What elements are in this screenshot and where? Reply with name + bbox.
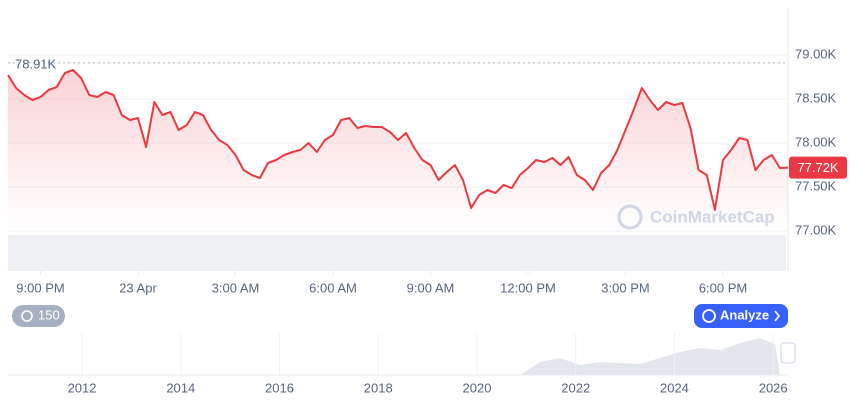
x-tick-label: 12:00 PM [500, 280, 556, 295]
x-tick-label: 23 Apr [119, 280, 157, 295]
reference-label: 78.91K [15, 56, 57, 71]
x-tick-label: 3:00 PM [601, 280, 649, 295]
x-tick-label: 3:00 AM [212, 280, 260, 295]
analyze-label[interactable]: Analyze [720, 307, 769, 322]
y-tick-label: 78.50K [795, 90, 837, 105]
x-tick-label: 9:00 AM [407, 280, 455, 295]
history-icon [21, 310, 33, 322]
watermark: CoinMarketCap [617, 204, 775, 230]
navigator-label: 2026 [759, 380, 788, 395]
x-tick-label: 6:00 PM [699, 280, 747, 295]
watermark-text: CoinMarketCap [650, 207, 775, 226]
navigator-handle[interactable] [780, 342, 796, 364]
analyze-button[interactable] [694, 304, 788, 328]
analyze-icon [702, 309, 716, 323]
navigator-label: 2022 [561, 380, 590, 395]
navigator-label: 2014 [166, 380, 195, 395]
navigator-label: 2016 [265, 380, 294, 395]
y-tick-label: 77.50K [795, 178, 837, 193]
chevron [774, 310, 781, 322]
price-badge-label: 77.72K [797, 160, 839, 175]
navigator-label: 2020 [463, 380, 492, 395]
navigator-label: 2018 [364, 380, 393, 395]
price-badge [789, 156, 847, 179]
history-count[interactable]: 150 [38, 307, 60, 322]
y-tick-label: 79.00K [795, 46, 837, 61]
navigator-area [520, 338, 780, 375]
x-tick-label: 6:00 AM [309, 280, 357, 295]
y-tick-label: 77.00K [795, 222, 837, 237]
plot: 77.00K 77.50K 78.00K 78.50K 79.00K 9:00 PM 23 … [7, 46, 847, 295]
x-tick-label: 9:00 PM [16, 280, 64, 295]
price-line [7, 69, 789, 211]
y-tick-label: 78.00K [795, 134, 837, 149]
navigator-label: 2024 [660, 380, 689, 395]
volume-band [8, 235, 786, 271]
navigator-label: 2012 [68, 380, 97, 395]
